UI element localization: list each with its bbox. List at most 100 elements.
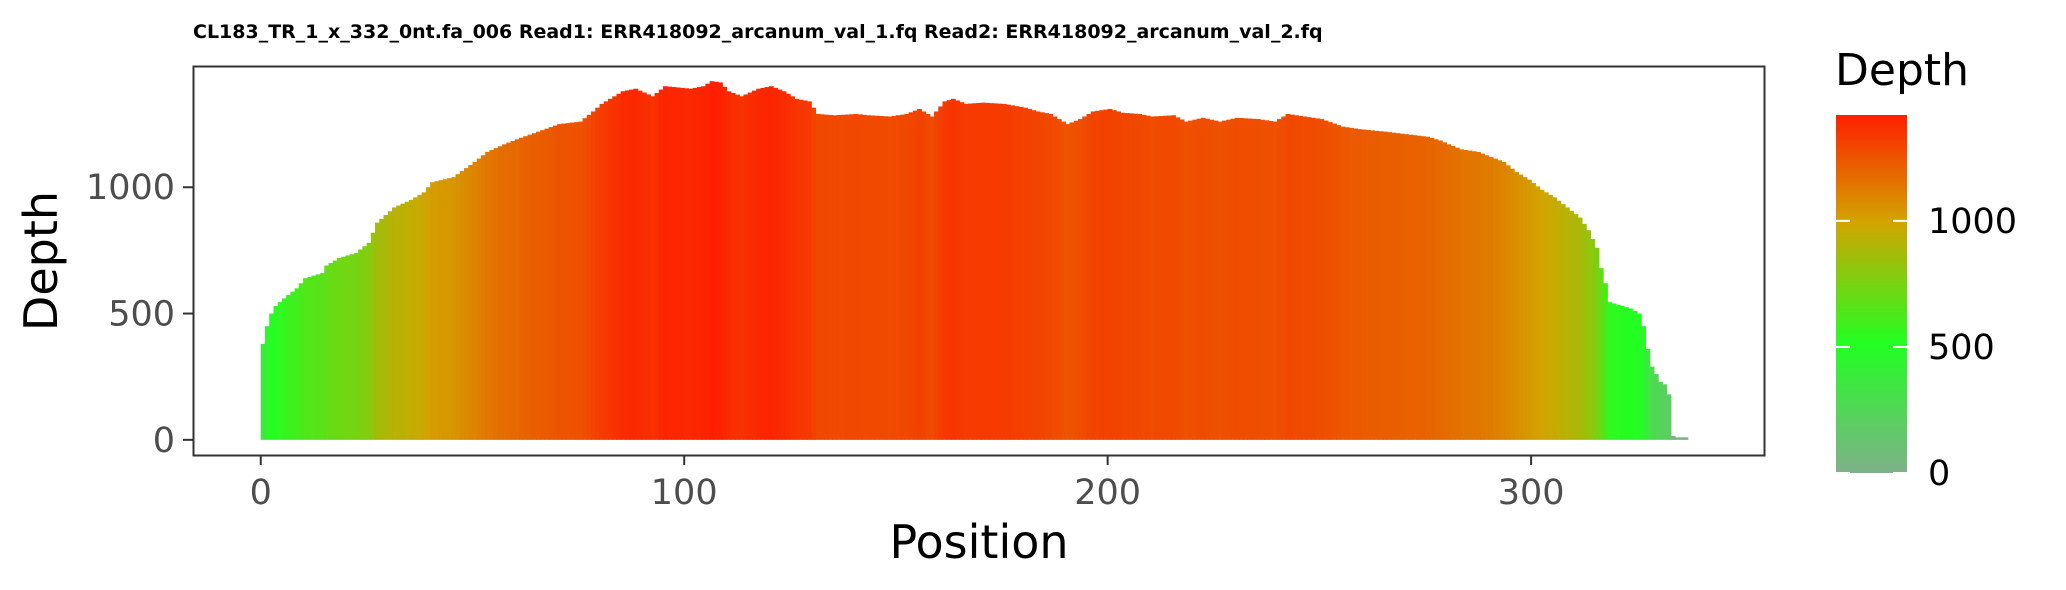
depth-bar xyxy=(447,178,452,440)
depth-bar xyxy=(1662,384,1668,440)
x-axis-title: Position xyxy=(889,515,1068,569)
depth-bar xyxy=(1509,168,1515,440)
depth-bar xyxy=(497,146,503,440)
depth-bar xyxy=(502,144,507,440)
depth-bar xyxy=(1264,120,1270,440)
depth-bar xyxy=(269,313,275,440)
depth-bar xyxy=(633,88,639,440)
depth-bar xyxy=(883,116,889,440)
depth-bar xyxy=(574,122,579,440)
depth-bar xyxy=(989,103,994,440)
depth-bar xyxy=(849,114,855,440)
depth-bar xyxy=(1251,118,1257,440)
depth-bar xyxy=(743,94,749,440)
depth-bar xyxy=(349,254,355,440)
depth-bar xyxy=(1522,177,1528,440)
depth-bar xyxy=(1281,116,1287,440)
depth-bar xyxy=(1183,121,1189,440)
depth-bar xyxy=(273,305,279,440)
depth-bar xyxy=(260,343,266,440)
depth-bar xyxy=(1272,121,1278,440)
depth-bar xyxy=(692,87,698,440)
depth-bar xyxy=(1399,133,1405,440)
depth-bar xyxy=(455,174,461,440)
depth-bar xyxy=(862,114,867,440)
depth-bar xyxy=(1683,437,1689,440)
depth-bar xyxy=(358,249,363,440)
depth-bar xyxy=(396,205,402,440)
legend-colorbar xyxy=(1836,115,1907,473)
depth-bar xyxy=(468,165,474,440)
depth-bar xyxy=(684,88,690,440)
depth-bar xyxy=(942,101,948,440)
depth-bar xyxy=(421,192,427,440)
depth-bar xyxy=(908,112,914,440)
depth-bar xyxy=(540,130,546,440)
depth-bar xyxy=(624,90,630,440)
depth-bar xyxy=(895,115,901,440)
depth-bar xyxy=(434,181,440,440)
depth-bar xyxy=(1205,118,1210,440)
depth-bar xyxy=(807,101,812,440)
depth-bar xyxy=(836,115,842,440)
depth-bar xyxy=(1124,113,1130,440)
depth-bar xyxy=(485,151,491,440)
depth-bar xyxy=(1285,113,1291,440)
depth-bar xyxy=(1658,381,1663,440)
depth-bar xyxy=(1395,133,1401,440)
depth-bar xyxy=(976,102,982,440)
depth-bar xyxy=(1649,366,1655,440)
depth-bar xyxy=(612,96,618,440)
depth-bar xyxy=(1446,144,1452,440)
y-tick-label: 500 xyxy=(108,295,175,335)
depth-bar xyxy=(679,87,685,440)
depth-bar xyxy=(607,98,613,440)
depth-bar xyxy=(1361,129,1367,440)
depth-bar xyxy=(307,276,313,440)
depth-bar xyxy=(1158,116,1164,440)
depth-bar xyxy=(768,86,774,440)
depth-bar xyxy=(430,182,435,440)
depth-bar xyxy=(726,91,732,440)
depth-bar xyxy=(1497,160,1503,440)
depth-bar xyxy=(286,295,291,440)
depth-bar xyxy=(1624,307,1630,440)
depth-bar xyxy=(294,288,300,440)
depth-bar xyxy=(1340,126,1346,440)
depth-bar xyxy=(997,103,1003,440)
legend-tick-label: 1000 xyxy=(1928,202,2017,242)
depth-bar xyxy=(1099,110,1105,440)
depth-bar xyxy=(1035,111,1041,440)
x-tick-label: 0 xyxy=(250,473,272,513)
depth-bar xyxy=(1069,122,1075,440)
x-axis: 0 100 200 300 xyxy=(250,455,1565,513)
depth-bar xyxy=(595,107,601,440)
x-tick-label: 200 xyxy=(1074,473,1141,513)
depth-bar xyxy=(1310,117,1316,440)
depth-bar xyxy=(1044,113,1049,440)
depth-bar xyxy=(1636,313,1642,440)
depth-bar xyxy=(1429,137,1435,440)
depth-bar xyxy=(912,110,918,440)
depth-bar xyxy=(802,100,808,440)
depth-bar xyxy=(1078,119,1083,440)
depth-bar xyxy=(967,103,973,440)
depth-bar xyxy=(599,103,605,440)
depth-bar xyxy=(1581,223,1587,440)
depth-bar xyxy=(1437,140,1443,440)
depth-bar xyxy=(1128,113,1134,440)
depth-bar xyxy=(1001,103,1007,440)
depth-bar xyxy=(1192,119,1198,440)
depth-bar xyxy=(751,90,757,440)
depth-bar xyxy=(1039,112,1045,440)
depth-bar xyxy=(938,106,944,440)
depth-bar xyxy=(1090,111,1096,440)
depth-bar xyxy=(1505,165,1511,440)
depth-bars xyxy=(260,81,1689,440)
depth-bar xyxy=(1243,118,1248,440)
depth-bar xyxy=(1590,239,1596,440)
depth-bar xyxy=(781,91,787,440)
depth-bar xyxy=(1247,118,1253,440)
depth-bar xyxy=(798,99,804,440)
depth-bar xyxy=(298,283,304,440)
